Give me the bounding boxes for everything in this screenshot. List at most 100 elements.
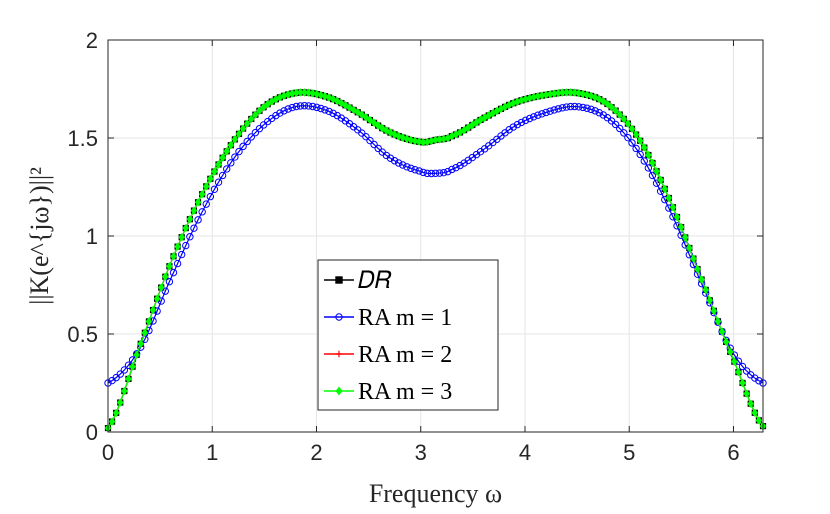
x-tick-label: 5 [623, 440, 635, 465]
data-point [313, 89, 321, 99]
data-point [403, 134, 411, 144]
data-point [690, 254, 697, 263]
series-ra-m-3 [104, 88, 767, 433]
data-point [116, 398, 124, 407]
data-point [223, 147, 231, 156]
data-point [706, 296, 714, 305]
data-point [534, 111, 542, 119]
data-point [431, 169, 440, 177]
data-point [411, 166, 419, 174]
data-point [198, 208, 206, 216]
data-point [391, 130, 398, 139]
legend: 𝐷𝑅 RA m = 1 RA m = 2 RA m = 3 [317, 259, 499, 411]
data-point [722, 337, 730, 347]
y-tick-label: 2 [86, 28, 98, 53]
x-tick-label: 1 [206, 440, 218, 465]
data-point [452, 163, 460, 172]
data-point [133, 350, 140, 360]
data-point [685, 243, 693, 253]
data-point [182, 223, 190, 233]
data-point [169, 268, 178, 277]
data-point [309, 88, 317, 98]
data-point [157, 283, 165, 292]
data-point [333, 96, 341, 106]
data-point [272, 111, 280, 120]
data-point [513, 120, 522, 129]
data-point [308, 102, 317, 111]
data-point [521, 116, 530, 125]
series-group [104, 88, 767, 433]
data-point [636, 150, 644, 159]
data-point [616, 124, 624, 133]
legend-item: RA m = 3 [324, 379, 452, 405]
data-point [202, 182, 210, 191]
data-point [628, 124, 636, 134]
data-point [571, 88, 579, 97]
data-point [174, 242, 181, 251]
data-point [517, 118, 526, 127]
data-point [738, 362, 747, 371]
data-point [649, 158, 656, 168]
data-point [239, 142, 247, 151]
data-point [743, 389, 750, 398]
data-point [145, 317, 153, 326]
data-point [173, 259, 182, 268]
y-axis-label: ||K(e^{jω})||² [25, 167, 54, 305]
data-point [620, 114, 628, 124]
legend-label: RA m = 2 [358, 342, 452, 368]
data-point [235, 147, 243, 156]
data-point [600, 96, 607, 106]
data-point [632, 144, 640, 153]
data-point [177, 250, 186, 259]
data-point [731, 357, 738, 366]
data-point [214, 178, 223, 186]
data-point [755, 416, 763, 425]
x-tick-label: 2 [310, 440, 322, 465]
data-point [362, 132, 370, 141]
data-point [645, 150, 652, 160]
data-point [751, 408, 759, 418]
legend-box [317, 259, 499, 411]
data-point [562, 103, 571, 111]
data-point [165, 277, 174, 286]
data-point [546, 107, 554, 115]
data-point [141, 328, 149, 338]
data-point [137, 339, 145, 349]
data-point [198, 189, 206, 199]
data-point [260, 102, 267, 112]
data-point [247, 114, 255, 124]
data-point [346, 103, 353, 112]
data-point [558, 104, 567, 112]
data-point [583, 104, 591, 112]
data-point [335, 350, 343, 358]
data-point [116, 370, 124, 378]
data-point [423, 169, 432, 178]
data-point [194, 197, 202, 207]
legend-item: 𝐷𝑅 [324, 268, 392, 294]
data-point [604, 99, 611, 109]
data-point [251, 128, 260, 137]
data-point [640, 143, 648, 152]
data-point [329, 94, 337, 104]
data-point [694, 264, 701, 274]
data-point [190, 224, 198, 232]
data-point [435, 169, 444, 177]
data-point [153, 294, 161, 304]
x-tick-label: 0 [102, 440, 114, 465]
data-point [206, 192, 215, 201]
data-point [305, 88, 312, 98]
data-point [186, 233, 194, 241]
data-point [390, 157, 399, 165]
data-point [419, 168, 427, 177]
data-point [300, 102, 309, 110]
data-point [755, 377, 763, 385]
data-point [742, 367, 751, 375]
data-point [121, 386, 128, 396]
data-point [108, 417, 116, 426]
legend-label: RA m = 3 [358, 379, 452, 405]
data-point [362, 112, 370, 122]
data-point [415, 167, 423, 175]
data-point [624, 119, 632, 128]
plot-area: 0 1 2 3 4 5 6 0 0.5 1 1.5 2 [67, 28, 767, 465]
data-point [161, 272, 169, 281]
